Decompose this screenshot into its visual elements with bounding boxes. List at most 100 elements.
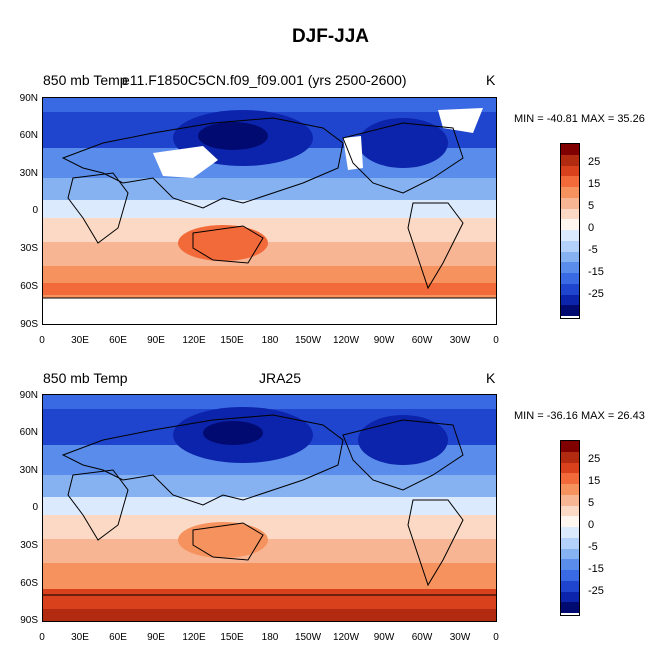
colorbar-tick: 0 bbox=[588, 519, 595, 531]
lon-label: 120E bbox=[182, 335, 206, 346]
colorbar-swatch bbox=[561, 548, 579, 560]
panel-units-label: K bbox=[486, 72, 496, 88]
lon-label: 0 bbox=[39, 335, 45, 346]
colorbar-swatch bbox=[561, 262, 579, 273]
lon-label: 0 bbox=[39, 632, 45, 643]
colorbar-swatch bbox=[561, 516, 579, 527]
figure-title: DJF-JJA bbox=[291, 26, 370, 47]
colorbar-swatch bbox=[561, 230, 579, 241]
lon-label: 120E bbox=[182, 632, 206, 643]
colorbar-swatch bbox=[561, 305, 579, 316]
lon-label: 60E bbox=[109, 632, 127, 643]
southern-ocean-warm bbox=[43, 283, 496, 295]
siberia-darkest-core bbox=[203, 421, 263, 445]
colorbar-swatch bbox=[561, 602, 579, 613]
colorbar-swatch bbox=[561, 537, 579, 549]
colorbar-swatch bbox=[561, 273, 579, 284]
lat-label: 90S bbox=[20, 319, 38, 330]
australia-warm bbox=[178, 225, 268, 261]
lat-label: 60S bbox=[20, 281, 38, 292]
colorbar-swatch bbox=[561, 240, 579, 252]
panel-center-label: e11.F1850C5CN.f09_f09.001 (yrs 2500-2600… bbox=[122, 72, 407, 88]
band-arctic bbox=[43, 395, 496, 409]
band-antarctic-deep bbox=[43, 609, 496, 621]
lat-label: 90N bbox=[19, 390, 38, 401]
lon-label: 180 bbox=[261, 632, 279, 643]
colorbar-swatch bbox=[561, 570, 579, 581]
band-subtropics-north bbox=[43, 178, 496, 200]
colorbar-swatch bbox=[561, 251, 579, 263]
colorbar bbox=[560, 440, 580, 616]
lon-label: 180 bbox=[261, 335, 279, 346]
lat-label: 0 bbox=[32, 502, 38, 513]
band-subtropics-south bbox=[43, 218, 496, 242]
colorbar-swatch bbox=[561, 462, 579, 474]
greenland-mask bbox=[438, 108, 483, 133]
coastlines bbox=[43, 117, 496, 299]
colorbar-tick: -5 bbox=[588, 541, 598, 553]
band-tropics bbox=[43, 497, 496, 515]
contour-map bbox=[43, 395, 496, 621]
colorbar-tick: 15 bbox=[588, 178, 601, 190]
lon-label: 90W bbox=[373, 335, 395, 346]
panel-units-label: K bbox=[486, 370, 496, 386]
band-antarctic-warm bbox=[43, 589, 496, 609]
lon-label: 150E bbox=[220, 632, 244, 643]
lat-label: 30S bbox=[20, 243, 38, 254]
colorbar-tick: 25 bbox=[588, 156, 601, 168]
lat-label: 60S bbox=[20, 578, 38, 589]
colorbar-swatch bbox=[561, 494, 579, 506]
colorbar-swatch bbox=[561, 580, 579, 592]
colorbar-swatch bbox=[561, 527, 579, 538]
lon-label: 90W bbox=[373, 632, 395, 643]
min-max-readout: MIN = -40.81 MAX = 35.26 bbox=[514, 113, 645, 125]
map-plot bbox=[42, 97, 497, 325]
band-subtropics-north bbox=[43, 475, 496, 497]
colorbar-swatch bbox=[561, 559, 579, 570]
lat-label: 60N bbox=[19, 427, 38, 438]
band-high-south bbox=[43, 563, 496, 589]
lat-label: 90S bbox=[20, 615, 38, 626]
colorbar-swatch bbox=[561, 294, 579, 306]
lon-label: 90E bbox=[147, 335, 165, 346]
colorbar-tick: -25 bbox=[588, 288, 604, 300]
band-antarctic-mask bbox=[43, 298, 496, 324]
colorbar-tick: -15 bbox=[588, 563, 604, 575]
lat-label: 30N bbox=[19, 168, 38, 179]
lat-label: 0 bbox=[32, 205, 38, 216]
colorbar-tick: 25 bbox=[588, 453, 601, 465]
siberia-darkest-core bbox=[198, 122, 268, 150]
colorbar-tick: 0 bbox=[588, 222, 595, 234]
colorbar-swatch bbox=[561, 473, 579, 484]
lon-label: 30E bbox=[71, 632, 89, 643]
lon-label: 60E bbox=[109, 335, 127, 346]
lon-label: 0 bbox=[493, 632, 499, 643]
band-mid-south bbox=[43, 242, 496, 266]
colorbar-swatch bbox=[561, 441, 579, 452]
band-mid-south bbox=[43, 539, 496, 563]
colorbar-tick: -25 bbox=[588, 585, 604, 597]
map-plot bbox=[42, 394, 497, 622]
lon-label: 150W bbox=[294, 632, 322, 643]
tibet-mask bbox=[153, 146, 218, 178]
lon-label: 0 bbox=[493, 335, 499, 346]
colorbar-tick: -15 bbox=[588, 266, 604, 278]
min-max-readout: MIN = -36.16 MAX = 26.43 bbox=[514, 410, 645, 422]
colorbar-swatch bbox=[561, 208, 579, 220]
panel-center-label: JRA25 bbox=[258, 370, 302, 386]
lon-label: 150W bbox=[294, 335, 322, 346]
lat-label: 60N bbox=[19, 130, 38, 141]
north-america-cold bbox=[358, 118, 448, 168]
lon-label: 60W bbox=[411, 335, 433, 346]
colorbar-swatch bbox=[561, 591, 579, 603]
panel-left-label: 850 mb Temp bbox=[43, 72, 128, 88]
band-tropics bbox=[43, 200, 496, 218]
lon-label: 120W bbox=[332, 632, 360, 643]
lon-label: 120W bbox=[332, 335, 360, 346]
colorbar-swatch bbox=[561, 484, 579, 495]
lon-label: 30W bbox=[449, 632, 471, 643]
lat-label: 30N bbox=[19, 465, 38, 476]
lon-label: 60W bbox=[411, 632, 433, 643]
colorbar-swatch bbox=[561, 451, 579, 463]
colorbar-swatch bbox=[561, 505, 579, 517]
